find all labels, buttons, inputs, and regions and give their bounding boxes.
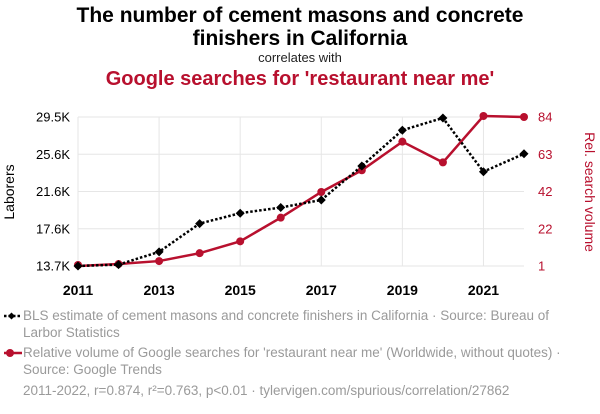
series-1-point (438, 113, 448, 123)
x-tick-label: 2011 (63, 282, 94, 298)
chart-title-line-1: The number of cement masons and concrete (76, 4, 524, 27)
legend-marker-series-1 (4, 312, 22, 320)
left-tick-label: 13.7K (36, 259, 70, 274)
series-google-searches (74, 112, 528, 270)
right-tick-label: 42 (538, 184, 552, 199)
series-2-point (155, 257, 164, 266)
series-1-point (316, 195, 326, 205)
legend-series-1: BLS estimate of cement masons and concre… (23, 308, 550, 340)
right-tick-label: 22 (538, 221, 552, 236)
series-1-point (114, 260, 124, 270)
series-2-point (195, 249, 204, 258)
correlates-label: correlates with (258, 50, 342, 65)
series-1-point (235, 208, 245, 218)
series-1-point (73, 261, 83, 271)
right-tick-label: 84 (538, 110, 552, 125)
legend-series-2: Relative volume of Google searches for '… (23, 345, 561, 377)
right-tick-label: 63 (538, 147, 552, 162)
x-tick-label: 2015 (225, 282, 256, 298)
x-tick-label: 2013 (144, 282, 175, 298)
left-axis-label: Laborers (1, 164, 17, 219)
left-tick-label: 29.5K (36, 110, 70, 125)
chart-footer: 2011-2022, r=0.874, r²=0.763, p<0.01 · t… (23, 383, 510, 398)
left-axis-ticks: 13.7K 17.6K 21.6K 25.6K 29.5K (36, 110, 70, 274)
left-tick-label: 17.6K (36, 221, 70, 236)
legend-marker-series-2 (4, 349, 22, 357)
series-1-point (397, 125, 407, 135)
series-2-point (236, 237, 245, 246)
series-2-point (276, 213, 285, 222)
series-2-point (520, 113, 528, 121)
grid-lines (77, 116, 524, 267)
left-tick-label: 25.6K (36, 147, 70, 162)
series-1-point (519, 149, 529, 159)
right-tick-label: 1 (538, 259, 545, 274)
series-2-point (438, 158, 447, 167)
series-2-point (317, 187, 326, 196)
series-1-point (478, 167, 488, 177)
series-cement-masons (73, 113, 529, 271)
series-2-point (479, 112, 488, 121)
x-tick-label: 2021 (468, 282, 499, 298)
right-axis-ticks: 1 22 42 63 84 (538, 110, 552, 274)
chart-title-line-2: finishers in California (192, 27, 408, 50)
x-tick-label: 2017 (306, 282, 337, 298)
series-1-point (276, 203, 286, 213)
series-1-point (154, 247, 164, 257)
series-1-point (195, 219, 205, 229)
right-axis-label: Rel. search volume (582, 132, 598, 252)
line-chart: 13.7K 17.6K 21.6K 25.6K 29.5K 1 22 42 63 84 2011… (1, 110, 598, 299)
series-2-point (398, 137, 407, 146)
series-1-point (357, 161, 367, 171)
series-1-line (77, 116, 525, 268)
x-axis-ticks: 2011 2013 2015 2017 2019 2021 (63, 282, 499, 298)
x-tick-label: 2019 (387, 282, 418, 298)
chart-subtitle: Google searches for 'restaurant near me' (105, 68, 495, 90)
left-tick-label: 21.6K (36, 184, 70, 199)
